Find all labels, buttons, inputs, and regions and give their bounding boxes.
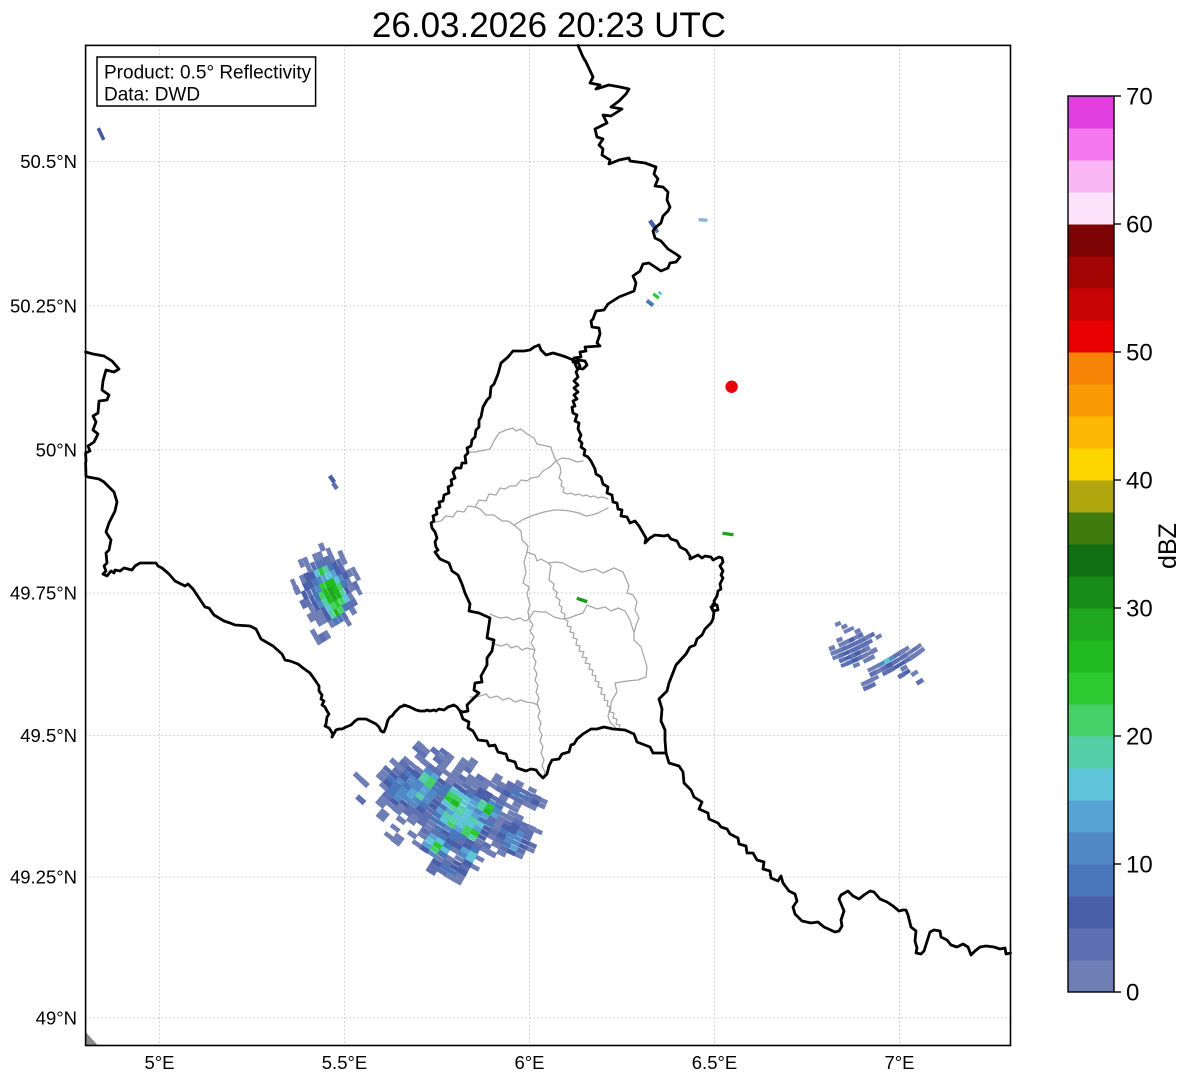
svg-text:49.25°N: 49.25°N bbox=[10, 866, 77, 887]
svg-text:26.03.2026 20:23 UTC: 26.03.2026 20:23 UTC bbox=[372, 6, 726, 45]
svg-text:dBZ: dBZ bbox=[1154, 523, 1182, 569]
svg-text:30: 30 bbox=[1126, 596, 1153, 623]
svg-text:5.5°E: 5.5°E bbox=[322, 1052, 367, 1073]
svg-text:49.5°N: 49.5°N bbox=[20, 725, 77, 746]
svg-text:10: 10 bbox=[1126, 852, 1153, 879]
svg-text:60: 60 bbox=[1126, 212, 1153, 239]
svg-text:50.5°N: 50.5°N bbox=[20, 151, 77, 172]
svg-text:6°E: 6°E bbox=[514, 1052, 544, 1073]
svg-text:50: 50 bbox=[1126, 340, 1153, 367]
svg-text:70: 70 bbox=[1126, 84, 1153, 111]
svg-text:49°N: 49°N bbox=[36, 1007, 77, 1028]
svg-text:20: 20 bbox=[1126, 724, 1153, 751]
svg-text:50.25°N: 50.25°N bbox=[10, 296, 77, 317]
svg-text:5°E: 5°E bbox=[144, 1052, 174, 1073]
svg-text:Data: DWD: Data: DWD bbox=[104, 85, 200, 106]
svg-text:6.5°E: 6.5°E bbox=[692, 1052, 737, 1073]
svg-text:50°N: 50°N bbox=[36, 439, 77, 460]
svg-text:7°E: 7°E bbox=[884, 1052, 914, 1073]
svg-text:49.75°N: 49.75°N bbox=[10, 582, 77, 603]
svg-text:40: 40 bbox=[1126, 468, 1153, 495]
svg-text:Product: 0.5° Reflectivity: Product: 0.5° Reflectivity bbox=[104, 63, 312, 84]
svg-text:0: 0 bbox=[1126, 980, 1139, 1007]
